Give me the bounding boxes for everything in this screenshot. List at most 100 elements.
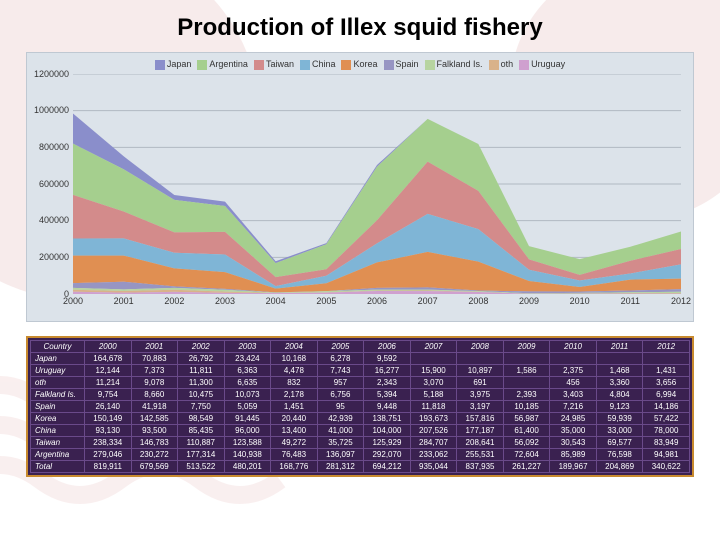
row-header: Korea [31, 413, 85, 425]
cell: 76,598 [596, 449, 643, 461]
production-chart: JapanArgentinaTaiwanChinaKoreaSpainFalkl… [26, 52, 694, 322]
cell: 23,424 [224, 353, 271, 365]
cell: 41,000 [317, 425, 364, 437]
table-row: Korea150,149142,58598,54991,44520,44042,… [31, 413, 690, 425]
cell: 138,751 [364, 413, 411, 425]
row-header: China [31, 425, 85, 437]
data-table: Country200020012002200320042005200620072… [30, 340, 690, 473]
cell: 238,334 [85, 437, 132, 449]
legend-item: Falkland Is. [425, 59, 483, 70]
cell: 10,185 [503, 401, 550, 413]
cell: 9,754 [85, 389, 132, 401]
cell: 957 [317, 377, 364, 389]
cell: 1,431 [643, 365, 690, 377]
cell: 832 [271, 377, 318, 389]
legend-item: Taiwan [254, 59, 294, 70]
cell: 4,804 [596, 389, 643, 401]
cell: 70,883 [131, 353, 178, 365]
cell: 49,272 [271, 437, 318, 449]
cell: 110,887 [178, 437, 225, 449]
cell: 3,070 [410, 377, 457, 389]
cell: 20,440 [271, 413, 318, 425]
cell: 95 [317, 401, 364, 413]
cell: 694,212 [364, 461, 411, 473]
legend-item: China [300, 59, 336, 70]
cell: 5,394 [364, 389, 411, 401]
cell: 3,197 [457, 401, 504, 413]
cell: 513,522 [178, 461, 225, 473]
row-header: Argentina [31, 449, 85, 461]
cell: 281,312 [317, 461, 364, 473]
cell: 85,435 [178, 425, 225, 437]
cell: 136,097 [317, 449, 364, 461]
cell: 6,635 [224, 377, 271, 389]
cell: 11,811 [178, 365, 225, 377]
data-table-wrap: Country200020012002200320042005200620072… [26, 336, 694, 477]
cell: 261,227 [503, 461, 550, 473]
cell [410, 353, 457, 365]
cell: 193,673 [410, 413, 457, 425]
cell: 9,592 [364, 353, 411, 365]
cell: 208,641 [457, 437, 504, 449]
y-tick: 1200000 [34, 69, 69, 79]
row-header: Falkland Is. [31, 389, 85, 401]
cell: 1,451 [271, 401, 318, 413]
cell: 9,123 [596, 401, 643, 413]
cell: 1,586 [503, 365, 550, 377]
cell: 6,756 [317, 389, 364, 401]
table-header: 2006 [364, 341, 411, 353]
cell: 3,360 [596, 377, 643, 389]
cell: 91,445 [224, 413, 271, 425]
y-tick: 800000 [39, 142, 69, 152]
cell [457, 353, 504, 365]
cell: 142,585 [131, 413, 178, 425]
cell: 2,393 [503, 389, 550, 401]
x-tick: 2005 [316, 296, 336, 306]
x-tick: 2008 [468, 296, 488, 306]
cell: 3,975 [457, 389, 504, 401]
table-row: Falkland Is.9,7548,66010,47510,0732,1786… [31, 389, 690, 401]
chart-legend: JapanArgentinaTaiwanChinaKoreaSpainFalkl… [33, 59, 687, 70]
x-tick: 2009 [519, 296, 539, 306]
cell [643, 353, 690, 365]
cell: 5,059 [224, 401, 271, 413]
cell: 14,186 [643, 401, 690, 413]
cell: 85,989 [550, 449, 597, 461]
table-header: 2001 [131, 341, 178, 353]
y-tick: 200000 [39, 252, 69, 262]
cell: 56,987 [503, 413, 550, 425]
cell: 168,776 [271, 461, 318, 473]
cell: 98,549 [178, 413, 225, 425]
cell: 12,144 [85, 365, 132, 377]
cell: 233,062 [410, 449, 457, 461]
cell: 78,000 [643, 425, 690, 437]
cell: 7,373 [131, 365, 178, 377]
cell: 146,783 [131, 437, 178, 449]
cell: 13,400 [271, 425, 318, 437]
cell: 279,046 [85, 449, 132, 461]
cell: 9,078 [131, 377, 178, 389]
x-tick: 2006 [367, 296, 387, 306]
cell: 5,188 [410, 389, 457, 401]
table-header: 2009 [503, 341, 550, 353]
cell: 35,725 [317, 437, 364, 449]
cell: 10,168 [271, 353, 318, 365]
row-header: Japan [31, 353, 85, 365]
table-header: 2002 [178, 341, 225, 353]
legend-item: Argentina [197, 59, 248, 70]
table-header: 2008 [457, 341, 504, 353]
cell: 59,939 [596, 413, 643, 425]
cell: 7,216 [550, 401, 597, 413]
row-header: Uruguay [31, 365, 85, 377]
cell: 480,201 [224, 461, 271, 473]
cell: 284,707 [410, 437, 457, 449]
cell: 837,935 [457, 461, 504, 473]
cell: 94,981 [643, 449, 690, 461]
cell: 10,475 [178, 389, 225, 401]
cell: 93,500 [131, 425, 178, 437]
x-tick: 2012 [671, 296, 691, 306]
cell: 935,044 [410, 461, 457, 473]
cell: 41,918 [131, 401, 178, 413]
cell: 26,792 [178, 353, 225, 365]
cell: 7,743 [317, 365, 364, 377]
